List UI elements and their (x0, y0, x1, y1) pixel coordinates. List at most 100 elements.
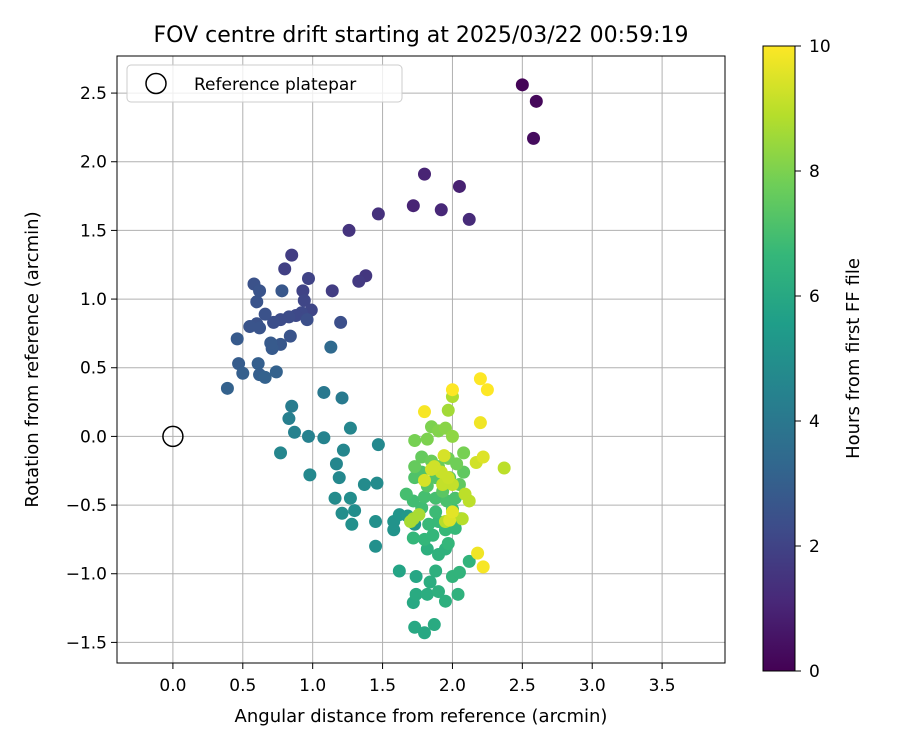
x-tick-label: 3.5 (649, 676, 676, 696)
data-point (445, 505, 459, 519)
data-point (251, 357, 265, 371)
data-point (429, 564, 443, 578)
plot-frame (116, 55, 726, 664)
data-point (336, 443, 350, 457)
data-point (370, 476, 384, 490)
chart-title: FOV centre drift starting at 2025/03/22 … (154, 23, 689, 48)
data-point (450, 457, 464, 471)
legend: Reference platepar (126, 64, 403, 103)
data-point (328, 491, 342, 505)
data-point (408, 434, 422, 448)
y-tick-label: 1.5 (80, 221, 107, 241)
data-point (335, 391, 349, 405)
data-point (264, 336, 278, 350)
data-point (343, 491, 357, 505)
data-point (269, 365, 283, 379)
data-point (317, 431, 331, 445)
data-point (497, 461, 511, 475)
data-point (301, 271, 315, 285)
data-point (427, 618, 441, 632)
data-point (441, 537, 455, 551)
data-point (448, 491, 462, 505)
colorbar-tick-label: 4 (809, 412, 820, 432)
data-point (392, 564, 406, 578)
x-tick-label: 0.0 (159, 676, 186, 696)
data-point (457, 446, 471, 460)
data-point (250, 295, 264, 309)
data-point (412, 508, 426, 522)
data-point (253, 321, 267, 335)
data-point (422, 517, 436, 531)
data-point (408, 620, 422, 634)
colorbar: 0 2 4 6 8 10 Hours from first FF file (762, 37, 864, 682)
data-point (297, 293, 311, 307)
data-point (415, 450, 429, 464)
data-point (285, 399, 299, 413)
data-point (329, 457, 343, 471)
data-point (220, 381, 234, 395)
x-tick-label: 2.5 (509, 676, 536, 696)
legend-label-reference-platepar: Reference platepar (194, 75, 356, 95)
legend-reference-marker (145, 72, 167, 95)
data-point (451, 587, 465, 601)
data-point (406, 199, 420, 213)
data-point (334, 315, 348, 329)
data-point (285, 248, 299, 262)
data-point (324, 340, 338, 354)
data-point (417, 167, 431, 181)
data-point (455, 512, 469, 526)
data-point (371, 438, 385, 452)
x-tick-label: 0.5 (229, 676, 256, 696)
scatter-points (220, 78, 543, 640)
data-point (303, 468, 317, 482)
data-point (369, 515, 383, 529)
data-point (399, 487, 413, 501)
data-point (515, 78, 529, 92)
y-tick-label: 1.0 (80, 290, 107, 310)
data-point (429, 505, 443, 519)
data-point (243, 320, 257, 334)
data-point (267, 315, 281, 329)
data-point (445, 383, 459, 397)
data-point (420, 432, 434, 446)
data-point (332, 471, 346, 485)
data-point (417, 405, 431, 419)
data-point (437, 449, 451, 463)
y-tick-label: −1.5 (66, 633, 107, 653)
y-tick-label: 0.0 (80, 427, 107, 447)
data-point (345, 517, 359, 531)
x-tick-label: 2.0 (439, 676, 466, 696)
data-point (409, 569, 423, 583)
data-point (406, 531, 420, 545)
data-point (301, 429, 315, 443)
colorbar-tick-label: 0 (809, 662, 820, 682)
data-point (274, 446, 288, 460)
data-point (458, 487, 472, 501)
reference-platepar-marker (162, 425, 184, 448)
data-point (473, 372, 487, 386)
colorbar-tick-label: 8 (809, 162, 820, 182)
data-point (282, 412, 296, 426)
data-point (434, 203, 448, 217)
data-point (409, 587, 423, 601)
y-tick-label: −0.5 (66, 496, 107, 516)
grid (117, 56, 725, 663)
data-point (230, 332, 244, 346)
x-tick-label: 1.5 (369, 676, 396, 696)
data-point (258, 307, 272, 321)
colorbar-ticks: 0 2 4 6 8 10 (795, 37, 831, 682)
data-point (426, 528, 440, 542)
data-point (371, 207, 385, 221)
data-point (325, 284, 339, 298)
colorbar-label: Hours from first FF file (843, 258, 864, 459)
x-tick-label: 3.0 (579, 676, 606, 696)
y-tick-label: 0.5 (80, 359, 107, 379)
data-point (278, 262, 292, 276)
data-point (335, 506, 349, 520)
data-point (529, 94, 543, 108)
data-point (471, 546, 485, 560)
data-point (480, 383, 494, 397)
data-point (462, 554, 476, 568)
y-tick-label: −1.0 (66, 565, 107, 585)
